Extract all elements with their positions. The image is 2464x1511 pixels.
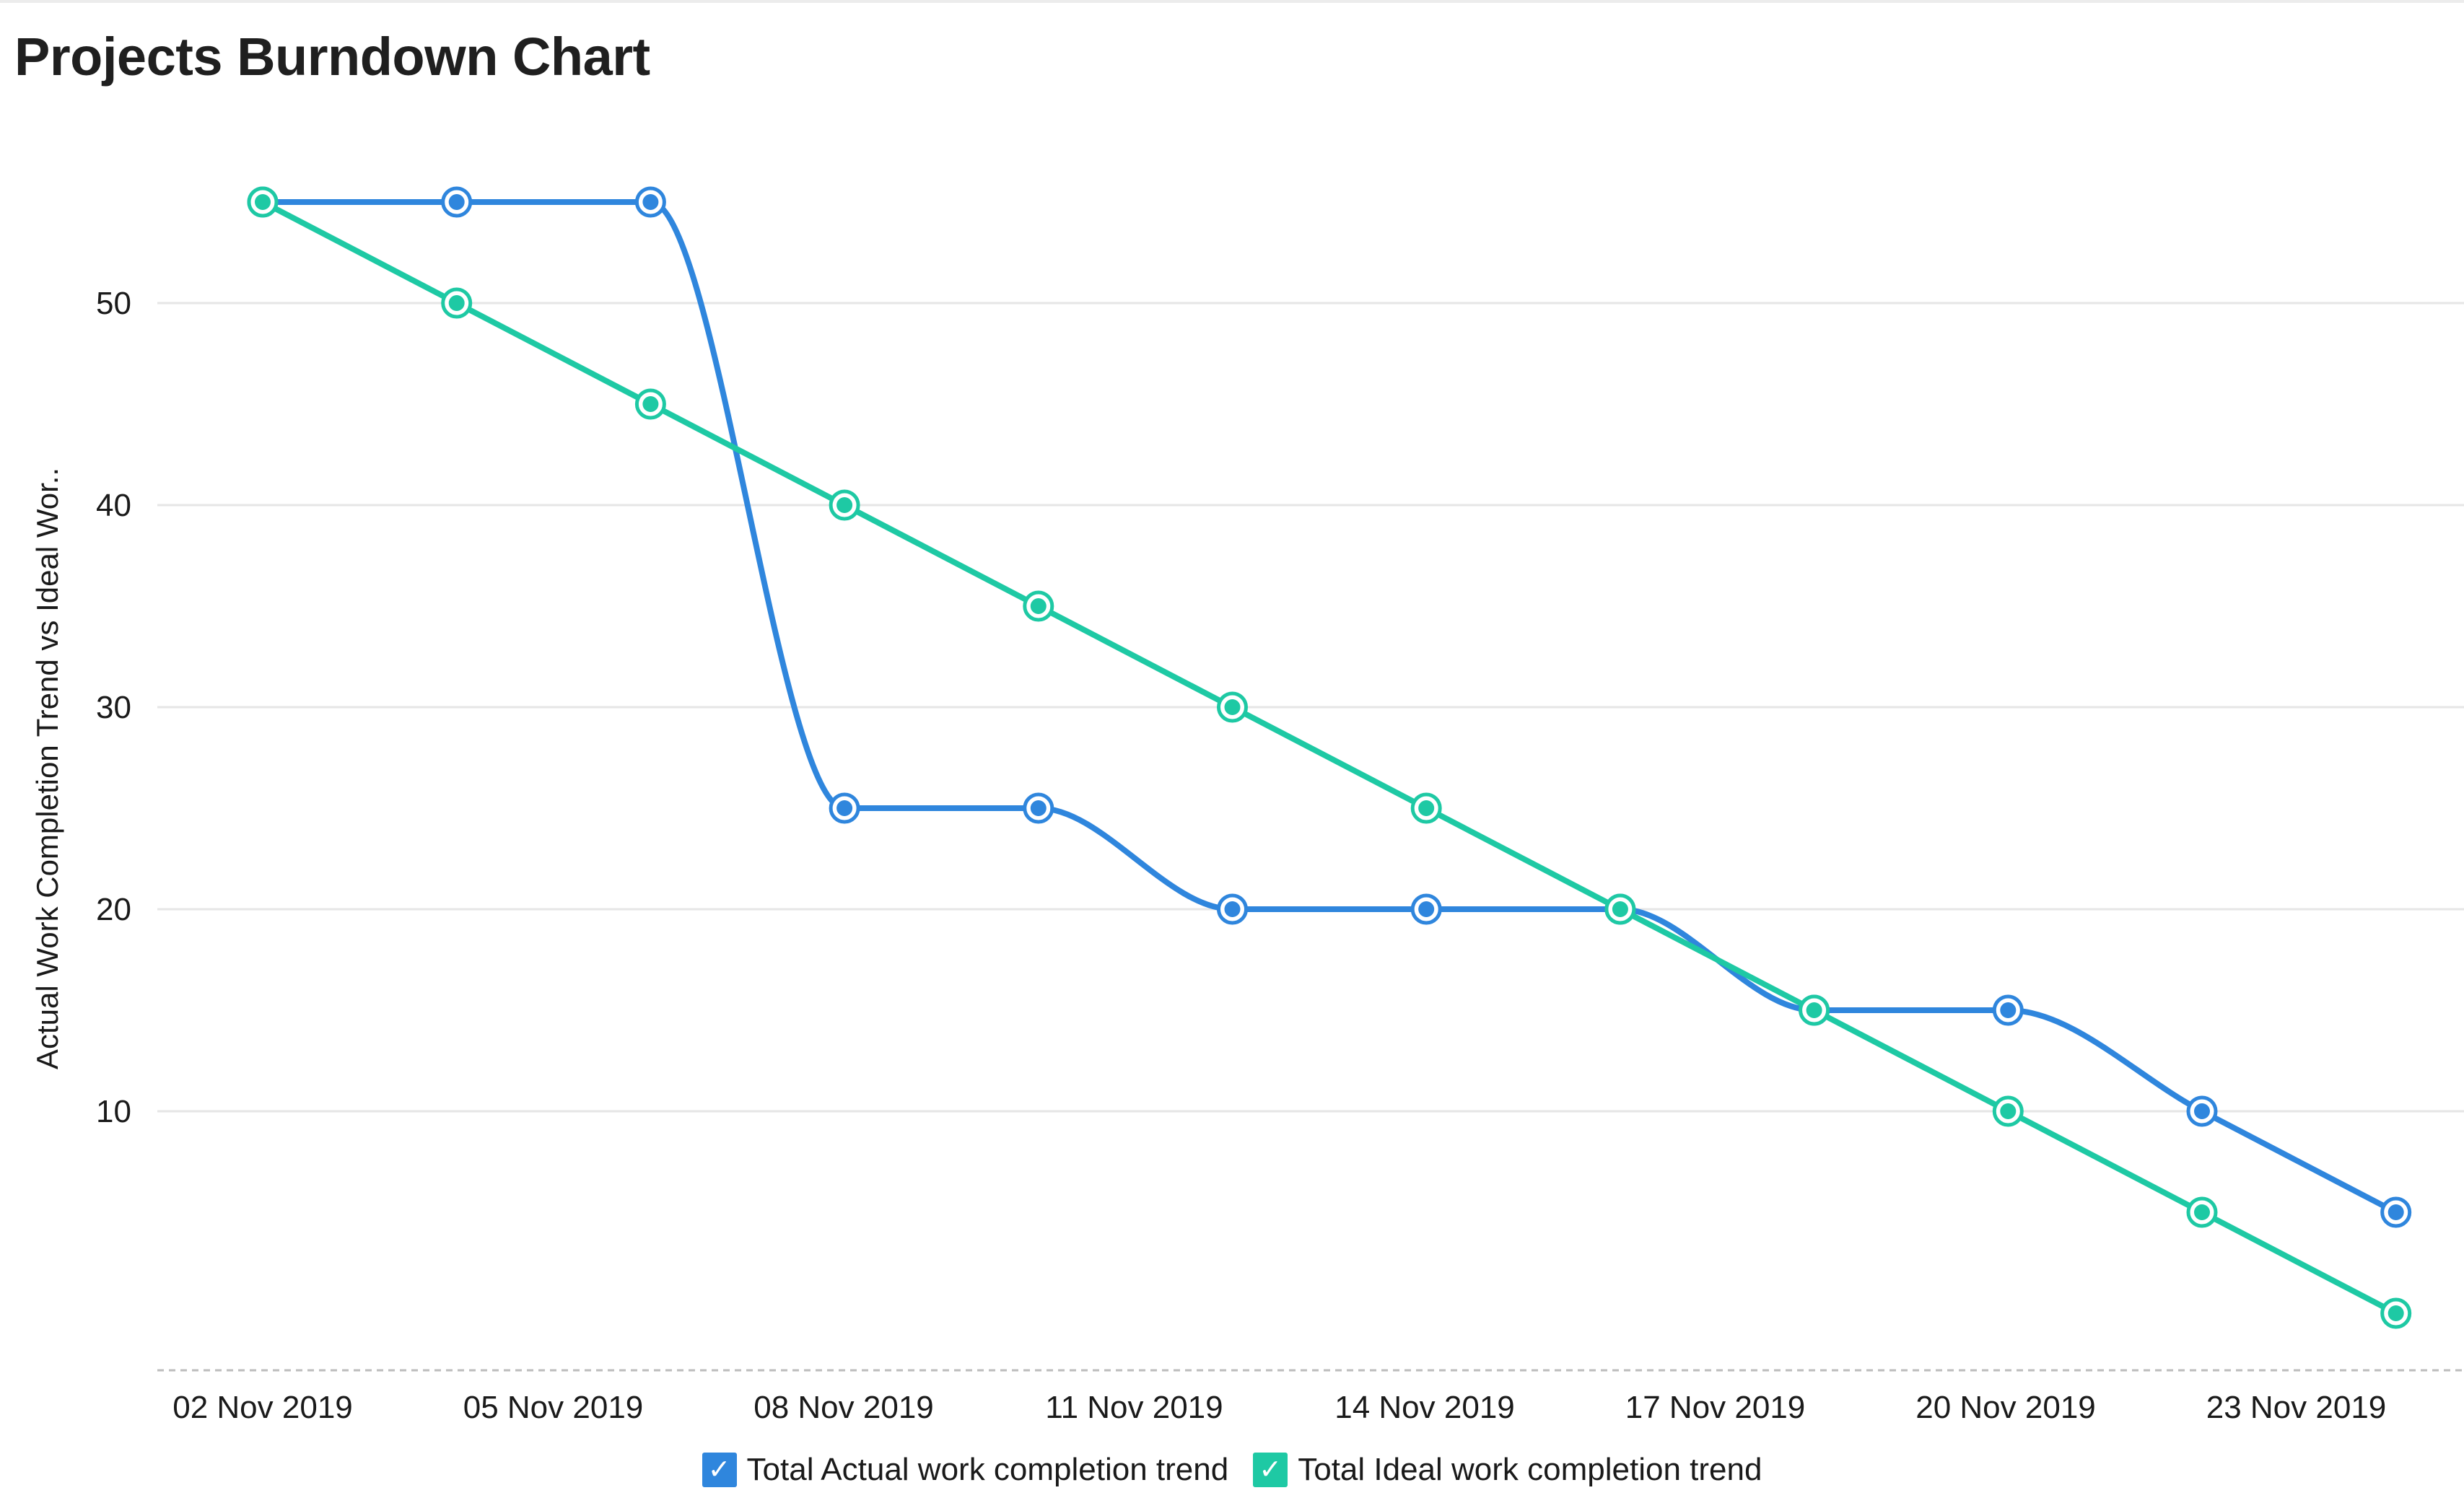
top-divider	[0, 0, 2464, 3]
data-point-ideal[interactable]	[2380, 1297, 2412, 1329]
data-point-ideal[interactable]	[1992, 1095, 2024, 1127]
y-tick-label: 10	[96, 1094, 131, 1129]
x-tick-label: 11 Nov 2019	[1045, 1390, 1223, 1425]
data-point-actual[interactable]	[1217, 893, 1248, 925]
data-point-ideal[interactable]	[247, 186, 279, 218]
data-point-actual[interactable]	[634, 186, 666, 218]
x-tick-label: 02 Nov 2019	[172, 1390, 353, 1425]
y-tick-label: 20	[96, 892, 131, 927]
x-tick-label: 08 Nov 2019	[753, 1390, 934, 1425]
y-tick-label: 30	[96, 690, 131, 725]
x-tick-label: 14 Nov 2019	[1334, 1390, 1515, 1425]
x-tick-label: 17 Nov 2019	[1625, 1390, 1806, 1425]
data-point-actual[interactable]	[1410, 893, 1442, 925]
data-point-ideal[interactable]	[1604, 893, 1636, 925]
checkbox-checked-icon[interactable]: ✓	[702, 1453, 737, 1487]
data-point-actual[interactable]	[1992, 994, 2024, 1026]
legend-item-actual[interactable]: ✓ Total Actual work completion trend	[702, 1452, 1229, 1488]
data-point-ideal[interactable]	[829, 489, 860, 521]
data-point-actual[interactable]	[829, 792, 860, 824]
legend-item-ideal[interactable]: ✓ Total Ideal work completion trend	[1253, 1452, 1762, 1488]
data-point-actual[interactable]	[2186, 1095, 2218, 1127]
legend-label-actual: Total Actual work completion trend	[746, 1452, 1229, 1487]
data-point-ideal[interactable]	[1799, 994, 1830, 1026]
y-tick-label: 40	[96, 488, 131, 523]
data-point-ideal[interactable]	[1217, 691, 1248, 723]
x-tick-label: 23 Nov 2019	[2206, 1390, 2387, 1425]
data-point-ideal[interactable]	[2186, 1196, 2218, 1228]
legend-label-ideal: Total Ideal work completion trend	[1298, 1452, 1762, 1487]
checkbox-checked-icon[interactable]: ✓	[1253, 1453, 1288, 1487]
data-point-actual[interactable]	[1023, 792, 1054, 824]
data-point-ideal[interactable]	[1410, 792, 1442, 824]
y-axis-title: Actual Work Completion Trend vs Ideal Wo…	[30, 468, 64, 1069]
series-line-ideal	[260, 199, 2399, 1316]
data-point-ideal[interactable]	[441, 287, 473, 319]
x-tick-label: 20 Nov 2019	[1915, 1390, 2096, 1425]
data-point-ideal[interactable]	[1023, 590, 1054, 622]
x-tick-label: 05 Nov 2019	[463, 1390, 644, 1425]
legend: ✓ Total Actual work completion trend ✓ T…	[0, 1452, 2464, 1488]
data-point-actual[interactable]	[2380, 1196, 2412, 1228]
data-point-actual[interactable]	[441, 186, 473, 218]
data-point-ideal[interactable]	[634, 388, 666, 420]
y-tick-label: 50	[96, 286, 131, 321]
chart-title: Projects Burndown Chart	[14, 27, 650, 87]
